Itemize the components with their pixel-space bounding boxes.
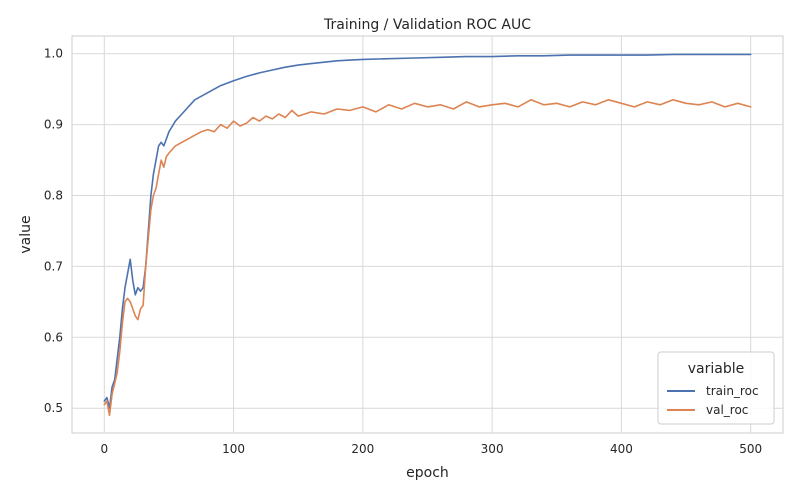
y-tick-label: 0.5 [44,401,63,415]
x-tick-label: 100 [222,442,245,456]
series-line-val-roc [103,99,752,417]
x-tick-label: 400 [610,442,633,456]
chart-title: Training / Validation ROC AUC [323,17,531,33]
y-tick-label: 0.6 [44,330,63,344]
y-tick-label: 1.0 [44,47,63,61]
legend-title: variable [688,361,744,377]
x-tick-label: 0 [100,442,108,456]
legend: variable train_roc val_roc [657,351,775,425]
legend-label-val-roc: val_roc [706,403,748,417]
x-axis-label: epoch [406,465,449,481]
y-axis-label: value [18,215,34,253]
x-tick-label: 500 [739,442,762,456]
x-tick-label: 300 [481,442,504,456]
series-layer [103,53,752,417]
tick-layer: 0 100 200 300 400 500 0.5 0.6 0.7 0.8 0.9 1.0 [44,47,762,456]
y-tick-label: 0.8 [44,189,63,203]
legend-label-train-roc: train_roc [706,384,759,398]
y-tick-label: 0.9 [44,118,63,132]
legend-box [657,351,775,425]
series-line-train-roc [103,53,752,410]
y-tick-label: 0.7 [44,259,63,273]
x-tick-label: 200 [351,442,374,456]
